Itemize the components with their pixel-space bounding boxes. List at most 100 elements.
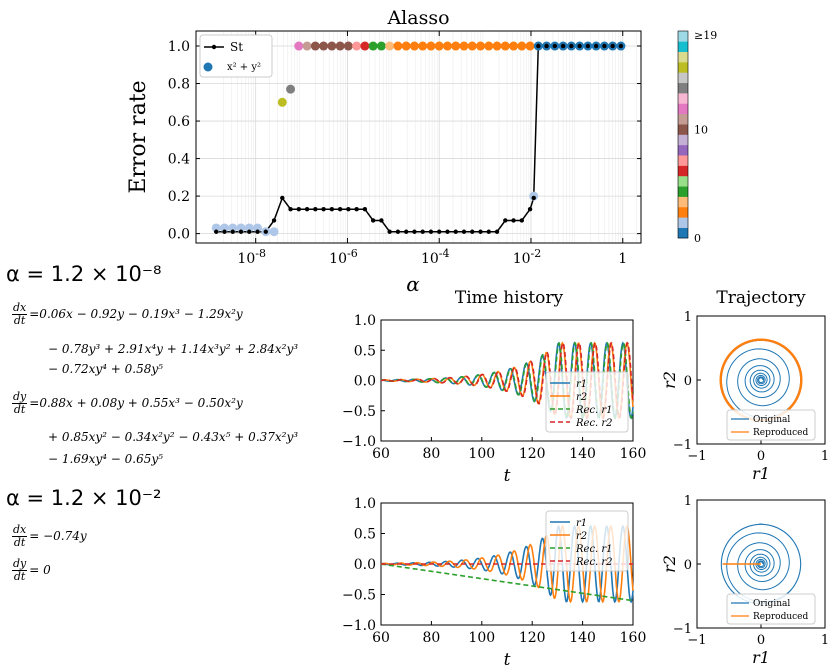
term-count-marker xyxy=(459,41,469,51)
y-tick-label: 0.0 xyxy=(354,557,376,573)
colorbar-segment xyxy=(678,124,688,135)
x-tick-label: 0 xyxy=(757,633,765,648)
x-tick-label: 160 xyxy=(620,630,647,646)
dt-denominator: dt xyxy=(13,403,26,416)
st-data-point xyxy=(503,218,508,223)
st-data-point xyxy=(247,229,252,234)
term-count-marker xyxy=(418,41,428,51)
dx-equation-line1: =0.06x − 0.92y − 0.19x³ − 1.29x²y xyxy=(29,307,243,321)
colorbar-segment xyxy=(678,93,688,104)
colorbar-segment xyxy=(678,31,688,42)
legend-label: Original xyxy=(753,599,790,609)
colorbar-segment xyxy=(678,196,688,208)
st-data-point xyxy=(519,218,525,223)
chart-title: Alasso xyxy=(386,7,449,29)
st-data-point xyxy=(313,207,318,212)
legend-label: Rec. r1 xyxy=(575,544,613,555)
x-tick-label: 80 xyxy=(422,630,440,646)
term-count-marker xyxy=(343,41,353,51)
y-tick-label: 0.6 xyxy=(168,114,190,130)
term-count-marker xyxy=(451,41,461,51)
legend-label: Rec. r1 xyxy=(575,405,613,416)
st-data-point xyxy=(453,229,458,234)
term-count-marker xyxy=(319,41,329,51)
legend-box xyxy=(199,34,273,78)
st-data-point xyxy=(238,229,244,234)
x-tick-label: 10-4 xyxy=(421,247,450,267)
st-data-point xyxy=(593,43,599,49)
term-count-marker xyxy=(302,41,312,51)
st-data-point xyxy=(569,43,574,49)
x-tick-label: 0 xyxy=(757,449,765,464)
legend-label: Original xyxy=(753,415,790,425)
x-tick-label: 1 xyxy=(821,633,829,648)
y-axis-label: Error rate xyxy=(126,80,151,193)
time-history-top-legend-box xyxy=(545,371,629,433)
y-axis-label: r2 xyxy=(660,555,679,573)
colorbar-segment xyxy=(678,51,688,63)
dy-equation-line1: =0.88x + 0.08y + 0.55x³ − 0.50x²y xyxy=(29,396,243,410)
x-axis-label: t xyxy=(504,466,511,486)
original-trajectory xyxy=(720,523,802,605)
x-axis-label: r1 xyxy=(752,648,770,667)
colorbar-segment xyxy=(678,103,688,115)
term-count-marker xyxy=(211,223,221,233)
term-count-marker xyxy=(269,227,279,237)
term-count-marker xyxy=(434,41,444,51)
st-data-point xyxy=(420,229,425,234)
x-axis-label: α xyxy=(406,272,420,296)
term-count-marker xyxy=(228,223,238,233)
dt-denominator: dt xyxy=(13,536,26,549)
y-tick-label: 1.0 xyxy=(354,313,376,329)
x-tick-label: 10-6 xyxy=(329,247,358,267)
y-tick-label: 1.0 xyxy=(354,496,376,512)
colorbar-segment xyxy=(678,41,688,52)
colorbar-segment xyxy=(678,217,688,228)
st-data-point xyxy=(552,43,558,49)
dy-equation-case2: = 0 xyxy=(29,563,51,577)
legend-label: Reproduced xyxy=(753,428,809,438)
st-data-point xyxy=(602,43,607,49)
term-count-marker xyxy=(244,223,254,233)
st-data-point xyxy=(395,229,401,234)
st-data-point xyxy=(531,195,536,201)
x-tick-label: 1 xyxy=(618,251,627,267)
st-data-point xyxy=(304,207,310,212)
st-data-point xyxy=(412,229,417,234)
st-data-point xyxy=(461,229,467,234)
st-data-point xyxy=(271,218,277,223)
term-count-marker xyxy=(294,41,304,51)
st-data-point xyxy=(329,207,335,212)
st-data-point xyxy=(494,229,500,234)
st-data-point xyxy=(428,229,434,234)
x-tick-label: 10-2 xyxy=(513,247,542,267)
dx-equation-line3: − 0.72xy⁴ + 0.58y⁵ xyxy=(48,362,163,376)
term-count-marker xyxy=(352,41,362,51)
colorbar-segment xyxy=(678,227,688,239)
x-tick-label: 100 xyxy=(468,630,495,646)
legend-label: Reproduced xyxy=(753,612,809,622)
y-tick-label: −0.5 xyxy=(342,588,376,604)
st-data-point xyxy=(280,195,285,201)
colorbar-segment xyxy=(678,62,688,73)
term-count-marker xyxy=(335,41,345,51)
legend-label: r1 xyxy=(576,379,587,390)
y-tick-label: 1 xyxy=(684,310,692,325)
x-tick-label: 60 xyxy=(372,446,390,462)
dydt-case1: dy dt =0.88x + 0.08y + 0.55x³ − 0.50x²y xyxy=(12,391,243,416)
term-count-marker xyxy=(393,41,403,51)
y-tick-label: 0.5 xyxy=(354,343,376,359)
y-tick-label: 0.0 xyxy=(168,227,190,243)
y-tick-label: 1 xyxy=(684,494,692,509)
x-tick-label: 100 xyxy=(468,446,495,462)
y-tick-label: −1 xyxy=(673,622,692,637)
colorbar-segment xyxy=(678,82,688,94)
st-data-point xyxy=(337,207,343,212)
colorbar-segment xyxy=(678,72,688,84)
series-rec-r1 xyxy=(380,563,634,602)
st-data-point xyxy=(255,229,260,234)
st-series-line xyxy=(216,45,621,233)
x-tick-label: 60 xyxy=(372,630,390,646)
series-rec-r2 xyxy=(380,341,634,420)
st-data-point xyxy=(296,207,302,212)
